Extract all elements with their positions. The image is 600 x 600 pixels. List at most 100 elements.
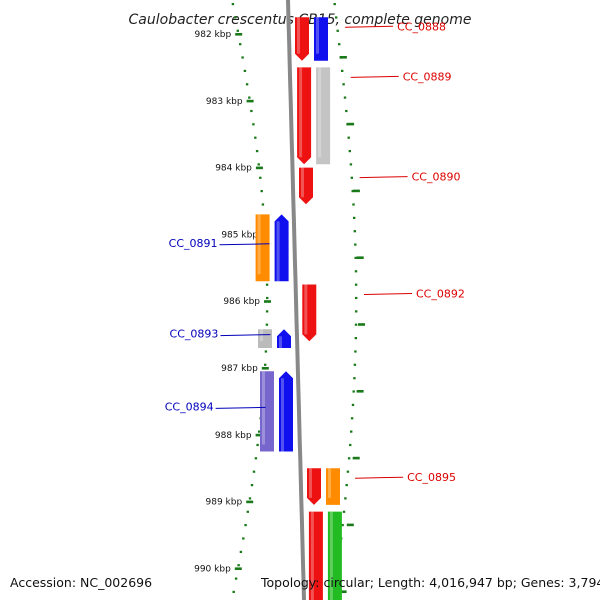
scale-dot xyxy=(245,83,249,86)
scale-dot xyxy=(354,256,357,259)
kbp-tick-label: 986 kbp xyxy=(223,297,260,307)
cc-0893-feature xyxy=(277,329,291,348)
scale-dot xyxy=(354,270,358,273)
scale-dot xyxy=(260,190,263,193)
scale-dot xyxy=(353,230,356,233)
scale-dot xyxy=(258,430,261,433)
genome-backbone xyxy=(286,0,306,600)
cc-0890-label: CC_0890 xyxy=(412,171,461,184)
scale-tick-right xyxy=(339,590,347,593)
scale-dot xyxy=(353,377,356,380)
cc-0889-feature xyxy=(297,67,312,165)
scale-dot xyxy=(335,16,338,19)
scale-dot xyxy=(248,497,252,500)
scale-dot xyxy=(252,470,256,473)
scale-dot xyxy=(345,484,348,487)
cc-0888-feature xyxy=(295,17,309,61)
scale-tick-right xyxy=(339,56,347,59)
scale-dot xyxy=(343,96,347,99)
cc-0890-leader-line xyxy=(359,176,408,179)
cc-0888-label: CC_0888 xyxy=(397,20,446,33)
cc-0891-feature xyxy=(274,214,289,282)
scale-dot xyxy=(232,590,235,593)
scale-dot xyxy=(354,350,357,353)
scale-ticks: 982 kbp 983 kbp 984 kbp 985 kbp 986 kbp 987 k… xyxy=(194,30,365,593)
scale-dot xyxy=(248,96,251,99)
scale-dot xyxy=(344,497,347,500)
cc-0889-feature xyxy=(316,67,331,165)
genome-summary-text: Topology: circular; Length: 4,016,947 bp… xyxy=(261,575,600,590)
gene-features xyxy=(255,17,342,600)
scale-dot xyxy=(264,350,268,353)
scale-dot xyxy=(352,390,355,393)
cc-0894-feature xyxy=(260,371,274,452)
scale-dot xyxy=(355,310,358,313)
scale-dot xyxy=(352,203,355,206)
scale-tick-left xyxy=(246,99,254,103)
scale-dot xyxy=(246,510,249,513)
kbp-tick-label: 983 kbp xyxy=(206,97,243,107)
cc-0891-label: CC_0891 xyxy=(169,237,218,250)
cc-0891-feature xyxy=(255,214,270,282)
scale-dot xyxy=(252,123,255,126)
cc-0890-feature xyxy=(299,167,313,205)
scale-tick-right xyxy=(352,456,360,460)
scale-dot xyxy=(349,163,353,166)
gene-labels: CC_0888 CC_0889 CC_0890 CC_0891 CC_0892 CC_08… xyxy=(165,20,465,484)
scale-dot xyxy=(239,550,243,553)
scale-tick-left xyxy=(235,33,243,36)
scale-dot xyxy=(255,150,259,153)
scale-dot xyxy=(342,83,345,86)
scale-dot xyxy=(264,363,267,366)
kbp-tick-label: 984 kbp xyxy=(215,164,252,174)
scale-dot xyxy=(349,443,352,447)
scale-dot xyxy=(345,109,348,113)
scale-dot xyxy=(346,470,350,473)
scale-dot xyxy=(354,283,358,286)
scale-dot xyxy=(241,56,244,59)
scale-dot xyxy=(354,323,358,326)
scale-tick-right xyxy=(356,390,364,393)
scale-dot xyxy=(341,69,344,72)
scale-dot xyxy=(242,537,245,540)
scale-dot xyxy=(348,150,351,153)
scale-dot xyxy=(350,176,353,179)
unlabeled-gene-feature xyxy=(308,511,323,600)
unlabeled-gene-feature xyxy=(327,511,342,600)
kbp-tick-label: 982 kbp xyxy=(195,30,232,40)
kbp-tick-label: 990 kbp xyxy=(194,564,231,574)
scale-dot xyxy=(347,457,351,460)
scale-dot xyxy=(254,457,258,460)
scale-tick-right xyxy=(352,189,360,193)
scale-tick-left xyxy=(234,567,242,570)
scale-dot xyxy=(353,216,356,219)
accession-text: Accession: NC_002696 xyxy=(10,575,153,590)
scale-dot xyxy=(237,564,240,567)
scale-dot xyxy=(341,524,344,527)
cc-0893-leader-line xyxy=(220,334,271,337)
scale-dot xyxy=(234,16,237,19)
scale-dot xyxy=(354,337,357,340)
scale-dot xyxy=(234,577,238,580)
scale-dot xyxy=(351,403,355,406)
cc-0888-feature xyxy=(314,17,328,61)
scale-tick-left xyxy=(255,166,263,170)
cc-0894-feature xyxy=(279,371,293,452)
scale-dot xyxy=(265,310,269,313)
scale-tick-right xyxy=(356,256,364,259)
scale-dot xyxy=(243,69,247,72)
cc-0895-leader-line xyxy=(355,476,404,479)
scale-dot xyxy=(265,283,269,286)
scale-dot xyxy=(265,323,269,326)
cc-0894-leader-line xyxy=(215,406,266,409)
cc-0891-leader-line xyxy=(219,243,270,246)
scale-dot xyxy=(254,136,257,139)
scale-dot xyxy=(353,363,357,366)
cc-0894-label: CC_0894 xyxy=(165,400,214,413)
scale-tick-right xyxy=(347,122,355,126)
scale-dot xyxy=(250,109,253,113)
scale-dot xyxy=(236,29,239,32)
scale-dot xyxy=(347,136,350,139)
scale-dot xyxy=(355,296,358,300)
